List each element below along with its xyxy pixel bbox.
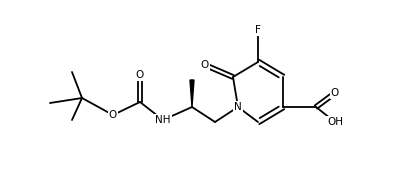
Text: NH: NH (155, 115, 170, 125)
Text: N: N (233, 102, 241, 112)
Text: F: F (254, 25, 260, 35)
Text: O: O (330, 88, 338, 98)
Text: O: O (200, 60, 209, 70)
Text: OH: OH (326, 117, 342, 127)
Text: O: O (109, 110, 117, 120)
Text: O: O (136, 70, 144, 80)
Polygon shape (190, 80, 194, 107)
